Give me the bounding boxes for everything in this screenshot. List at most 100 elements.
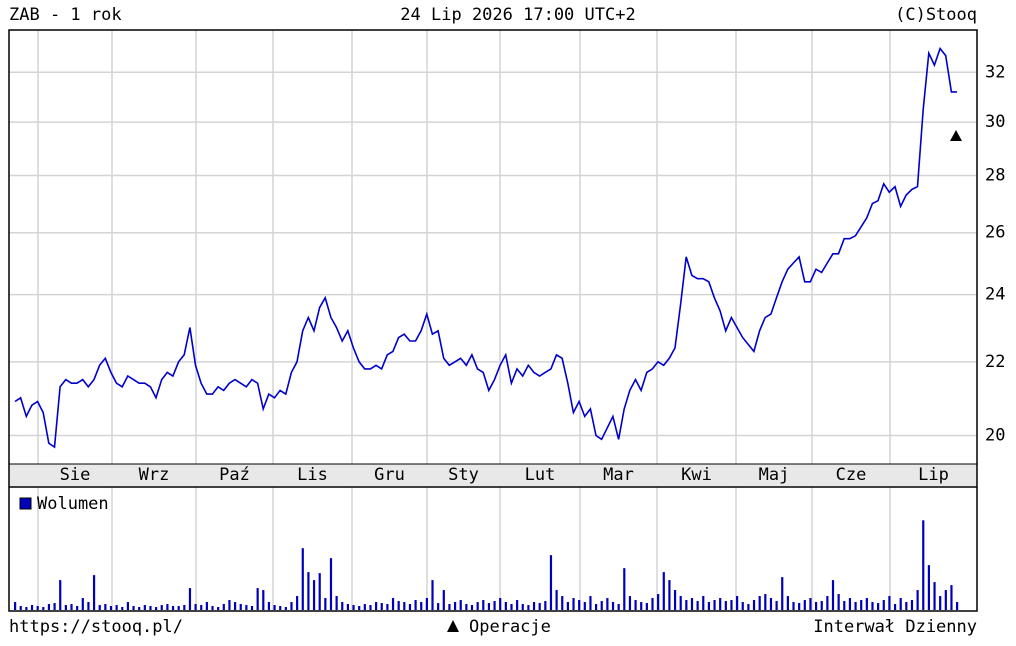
- volume-bar: [493, 601, 496, 610]
- volume-bar: [109, 606, 113, 610]
- volume-bar: [854, 602, 857, 610]
- volume-bar: [589, 596, 592, 610]
- y-tick-label: 26: [985, 223, 1005, 243]
- volume-bar: [386, 604, 389, 610]
- y-tick-label: 30: [985, 112, 1005, 132]
- volume-bar: [956, 602, 959, 610]
- volume-bar: [352, 605, 355, 610]
- volume-bar: [329, 558, 333, 610]
- month-label: Cze: [836, 465, 867, 485]
- volume-bar: [927, 565, 930, 610]
- volume-bar: [532, 602, 536, 610]
- month-label: Kwi: [681, 465, 712, 485]
- volume-bar: [59, 580, 62, 610]
- volume-bar: [200, 605, 203, 610]
- month-label: Lis: [297, 465, 328, 485]
- volume-bar: [482, 600, 485, 610]
- volume-bar: [92, 575, 96, 610]
- volume-bar: [437, 603, 440, 610]
- month-label: Paź: [219, 465, 250, 485]
- month-label: Maj: [759, 465, 790, 485]
- volume-bar: [358, 606, 361, 610]
- volume-bar: [764, 594, 767, 610]
- volume-bar: [87, 602, 90, 610]
- volume-bar: [307, 572, 310, 610]
- volume-bar: [623, 568, 626, 610]
- volume-bar: [826, 596, 829, 610]
- operation-marker: [950, 130, 962, 141]
- volume-bar: [290, 602, 293, 610]
- volume-bar: [36, 606, 39, 610]
- month-label: Sty: [448, 465, 479, 485]
- volume-bar: [228, 600, 231, 610]
- volume-bar: [267, 602, 271, 610]
- volume-bar: [380, 603, 383, 610]
- volume-bar: [950, 585, 953, 610]
- volume-bar: [668, 580, 671, 610]
- volume-bar: [476, 602, 479, 610]
- volume-bar: [245, 605, 248, 610]
- volume-bar: [747, 604, 750, 610]
- volume-bar: [431, 580, 434, 610]
- volume-bar: [544, 601, 547, 610]
- volume-bar: [820, 601, 823, 610]
- volume-bar: [76, 606, 79, 610]
- volume-bar: [459, 600, 462, 610]
- volume-bar: [273, 605, 276, 610]
- volume-bar: [70, 604, 73, 610]
- volume-bar: [312, 580, 316, 610]
- volume-bar: [713, 600, 716, 610]
- volume-bar: [453, 602, 457, 610]
- volume-bar: [561, 596, 564, 610]
- volume-bar: [893, 604, 897, 610]
- volume-bar: [741, 602, 744, 610]
- source: (C)Stooq: [895, 5, 977, 25]
- volume-bar: [504, 602, 507, 610]
- volume-bar: [25, 607, 28, 610]
- volume-bar: [628, 596, 632, 610]
- volume-bar: [155, 607, 158, 610]
- volume-bar: [250, 606, 254, 610]
- volume-bar: [121, 607, 124, 610]
- volume-bar: [916, 590, 919, 610]
- volume-bar: [594, 604, 598, 610]
- volume-bar: [736, 596, 739, 610]
- volume-bar: [448, 604, 451, 610]
- volume-bar: [848, 598, 852, 610]
- volume-bar: [149, 606, 152, 610]
- operacje-icon: [447, 620, 459, 632]
- month-label: Lip: [918, 465, 949, 485]
- volume-bar: [403, 602, 406, 610]
- volume-bar: [425, 598, 428, 610]
- frame: [8, 29, 978, 612]
- volume-bar: [188, 588, 192, 610]
- volume-bar: [572, 598, 575, 610]
- volume-bar: [865, 598, 868, 610]
- volume-bar: [262, 590, 265, 610]
- volume-bar: [284, 607, 287, 610]
- volume-bar: [696, 601, 699, 610]
- volume-bar: [324, 598, 327, 610]
- volume-bar: [104, 604, 107, 610]
- volume-bar: [651, 598, 654, 610]
- volume-bar: [803, 600, 806, 610]
- volume-bar: [510, 604, 513, 610]
- volume-bar: [555, 590, 558, 610]
- volume-bar: [888, 596, 891, 610]
- volume-bar: [318, 573, 321, 610]
- volume-bar: [752, 600, 756, 610]
- volume-bar: [786, 596, 789, 610]
- volume-bar: [499, 598, 502, 610]
- month-label: Mar: [603, 465, 634, 485]
- volume-bar: [640, 602, 643, 610]
- volume-bar: [279, 606, 282, 610]
- volume-bar: [42, 607, 45, 610]
- y-tick-label: 20: [985, 425, 1005, 445]
- volume-bar: [837, 594, 840, 610]
- volume-bar: [679, 596, 682, 610]
- month-strip: [9, 464, 977, 486]
- volume-bar: [363, 604, 366, 610]
- volume-bar: [538, 603, 541, 610]
